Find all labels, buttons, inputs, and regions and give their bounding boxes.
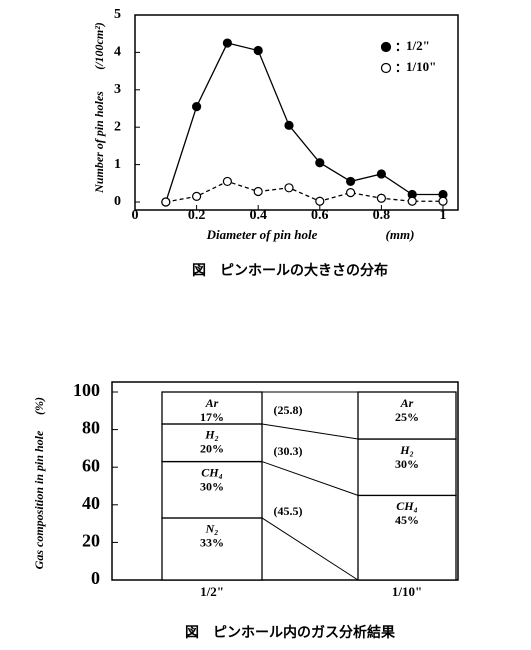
y-tick-label: 20 xyxy=(82,531,100,551)
series-line xyxy=(165,42,443,203)
y-axis-unit: (%) xyxy=(32,397,46,415)
data-point xyxy=(407,196,417,206)
data-point xyxy=(192,191,202,201)
data-point xyxy=(315,196,325,206)
y-tick-label: 0 xyxy=(91,568,100,588)
y-tick-label: 60 xyxy=(82,455,100,475)
segment-name: Ar xyxy=(400,396,414,410)
y-tick-label: 5 xyxy=(114,7,121,22)
data-point xyxy=(253,45,263,56)
legend-colon xyxy=(396,69,400,73)
segment-name: H₂ xyxy=(204,428,219,442)
legend-marker xyxy=(380,41,392,53)
segment-name: H₂ xyxy=(399,443,414,457)
caption: 図 ピンホールの大きさの分布 xyxy=(192,262,388,279)
data-point xyxy=(376,193,386,203)
plot-frame xyxy=(134,14,459,211)
legend-label: 1/10" xyxy=(406,59,436,74)
bar-segment xyxy=(161,391,263,425)
data-point xyxy=(284,183,294,193)
series-line xyxy=(165,180,443,203)
data-point xyxy=(222,176,232,187)
y-tick-label: 3 xyxy=(114,82,121,97)
y-tick-label: 40 xyxy=(82,493,100,513)
x-tick-label: 0.6 xyxy=(311,208,329,223)
annotation: (25.8) xyxy=(274,403,303,417)
annotation: (30.3) xyxy=(274,444,303,458)
data-point xyxy=(315,158,325,168)
segment-name: Ar xyxy=(205,396,219,410)
x-tick-label: 1/10" xyxy=(392,584,422,599)
segment-value-label: 20% xyxy=(200,442,224,456)
connector xyxy=(261,423,359,440)
data-point xyxy=(161,197,171,207)
data-point xyxy=(253,186,263,197)
y-axis-unit: (/100cm²) xyxy=(92,22,106,70)
legend-marker xyxy=(380,62,392,74)
data-point xyxy=(192,102,202,112)
y-tick-label: 4 xyxy=(114,45,121,60)
y-tick-label: 2 xyxy=(114,119,121,134)
segment-value-label: 17% xyxy=(200,410,224,424)
segment-value-label: 30% xyxy=(395,457,419,471)
bar-segment xyxy=(357,494,457,581)
x-tick-label: 0 xyxy=(132,208,139,223)
legend-colon xyxy=(396,48,400,52)
x-tick-label: 0.2 xyxy=(188,208,206,223)
data-point xyxy=(284,120,294,130)
data-point xyxy=(438,196,448,206)
bar-segment xyxy=(357,391,457,440)
y-axis-label: Gas composition in pin hole xyxy=(32,430,46,569)
x-tick-label: 1 xyxy=(440,208,447,223)
segment-value-label: 25% xyxy=(395,410,419,424)
plot-frame xyxy=(111,381,459,581)
y-tick-label: 0 xyxy=(114,194,121,209)
y-tick-label: 1 xyxy=(114,157,121,172)
segment-name: CH₄ xyxy=(201,465,223,479)
segment-name: CH₄ xyxy=(396,499,418,513)
segment-value-label: 33% xyxy=(200,536,224,550)
x-axis-unit: (mm) xyxy=(386,227,415,242)
annotation: (45.5) xyxy=(274,504,303,518)
legend-colon xyxy=(396,63,400,67)
y-axis-label: Number of pin holes xyxy=(92,91,106,194)
x-tick-label: 1/2" xyxy=(200,584,224,599)
bar-segment xyxy=(357,438,457,497)
y-tick-label: 80 xyxy=(82,418,100,438)
legend-label: 1/2" xyxy=(406,38,430,53)
data-point xyxy=(346,176,356,187)
x-axis-label: Diameter of pin hole xyxy=(206,227,318,242)
legend-colon xyxy=(396,42,400,46)
data-point xyxy=(222,38,232,48)
connector xyxy=(261,517,359,581)
x-tick-label: 0.4 xyxy=(249,208,267,223)
bar-segment xyxy=(161,423,263,463)
x-tick-label: 0.8 xyxy=(373,208,391,223)
data-point xyxy=(376,169,386,179)
y-tick-label: 100 xyxy=(73,380,100,400)
caption: 図 ピンホール内のガス分析結果 xyxy=(185,624,396,641)
data-point xyxy=(346,188,356,198)
connector xyxy=(261,461,359,496)
segment-name: N₂ xyxy=(205,522,219,536)
segment-value-label: 45% xyxy=(395,513,419,527)
segment-value-label: 30% xyxy=(200,479,224,493)
